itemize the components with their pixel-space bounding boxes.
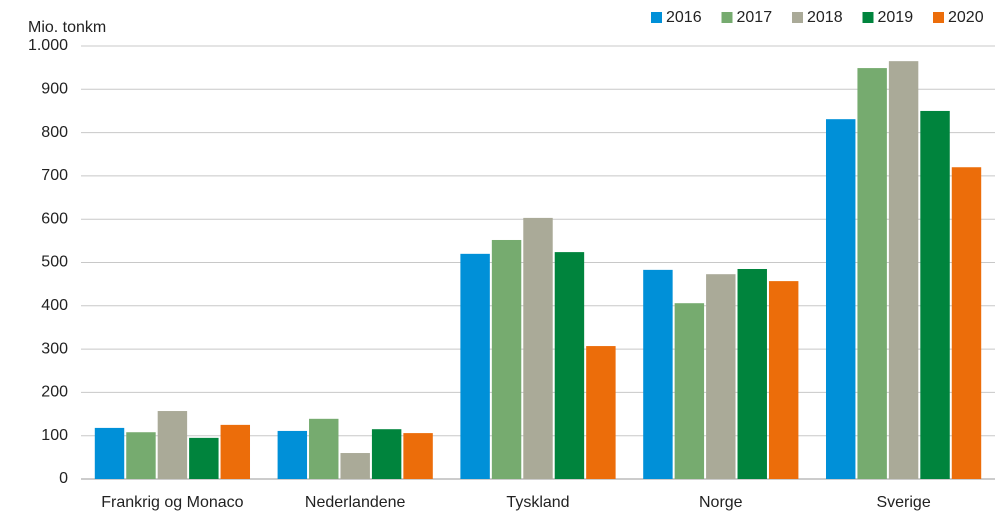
y-tick-label: 100 <box>41 427 68 444</box>
y-axis-label: Mio. tonkm <box>28 19 106 36</box>
x-tick-label: Frankrig og Monaco <box>101 494 243 511</box>
bar <box>371 429 402 479</box>
bar <box>768 281 799 479</box>
y-tick-label: 1.000 <box>28 37 68 54</box>
bar <box>888 61 919 479</box>
y-tick-label: 0 <box>59 470 68 487</box>
bar <box>951 167 982 480</box>
legend-label: 2017 <box>737 9 773 26</box>
bar <box>340 453 370 479</box>
y-tick-label: 900 <box>41 81 68 98</box>
x-tick-label: Norge <box>699 494 743 511</box>
bar <box>523 217 553 479</box>
x-tick-label: Sverige <box>876 494 930 511</box>
legend-label: 2018 <box>807 9 843 26</box>
bar <box>403 433 433 479</box>
legend-label: 2019 <box>878 9 914 26</box>
bar <box>825 119 856 479</box>
bar <box>491 239 522 479</box>
y-tick-label: 300 <box>41 340 68 357</box>
bar <box>220 424 251 479</box>
y-tick-label: 700 <box>41 167 68 184</box>
y-tick-label: 800 <box>41 124 68 141</box>
legend-swatch <box>651 12 662 23</box>
bar <box>94 427 125 479</box>
bar <box>309 418 339 479</box>
bar <box>920 110 950 479</box>
bar <box>126 432 156 479</box>
y-tick-label: 200 <box>41 384 68 401</box>
bar <box>706 274 736 479</box>
bar <box>277 430 308 479</box>
legend-swatch <box>933 12 944 23</box>
bar <box>460 253 490 479</box>
y-tick-label: 400 <box>41 297 68 314</box>
legend-label: 2016 <box>666 9 702 26</box>
bar <box>737 268 767 479</box>
y-tick-label: 600 <box>41 210 68 227</box>
bar <box>857 68 887 479</box>
y-tick-label: 500 <box>41 254 68 271</box>
legend-swatch <box>792 12 803 23</box>
x-tick-label: Tyskland <box>506 494 569 511</box>
bar <box>157 411 188 479</box>
x-tick-label: Nederlandene <box>305 494 406 511</box>
bar <box>189 437 219 479</box>
bar <box>643 269 673 479</box>
legend-label: 2020 <box>948 9 984 26</box>
bar <box>674 303 705 479</box>
legend-swatch <box>721 12 733 23</box>
legend-swatch <box>862 12 874 23</box>
bar <box>586 346 616 479</box>
bar <box>554 252 585 479</box>
